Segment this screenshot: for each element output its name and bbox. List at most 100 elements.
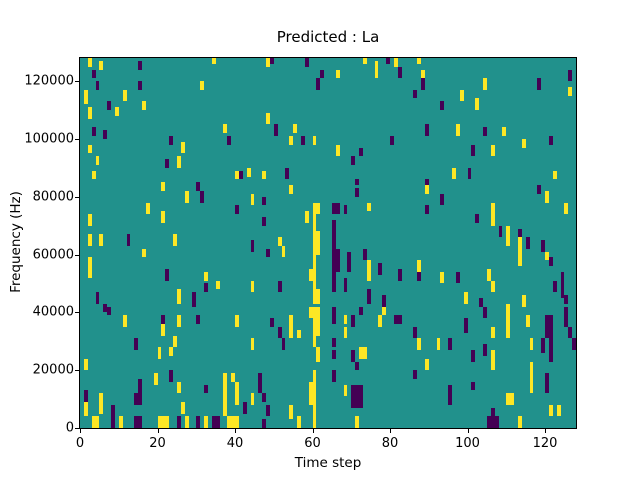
- heatmap-cell: [498, 225, 503, 238]
- x-tick-label: 40: [226, 436, 244, 451]
- heatmap-cell: [281, 338, 286, 350]
- heatmap-cell: [196, 182, 201, 191]
- heatmap-cell: [521, 295, 526, 307]
- heatmap-cell: [297, 416, 301, 428]
- heatmap-cell: [180, 401, 185, 414]
- heatmap-cell: [99, 60, 104, 70]
- heatmap-cell: [393, 58, 398, 67]
- heatmap-cell: [266, 248, 270, 258]
- y-tick-mark: [75, 81, 79, 83]
- heatmap-cell: [390, 136, 394, 145]
- heatmap-cell: [266, 404, 270, 417]
- heatmap-cell: [490, 202, 495, 226]
- heatmap-cell: [424, 358, 429, 371]
- heatmap-cell: [417, 338, 421, 350]
- heatmap-cell: [424, 205, 429, 215]
- heatmap-cell: [95, 81, 100, 90]
- heatmap-cell: [289, 185, 294, 194]
- heatmap-cell: [316, 78, 321, 90]
- heatmap-cell: [564, 306, 569, 319]
- heatmap-cell: [176, 381, 181, 394]
- heatmap-cell: [343, 205, 348, 215]
- heatmap-cell: [545, 373, 549, 394]
- heatmap-cell: [382, 295, 387, 307]
- y-tick-label: 80000: [32, 189, 74, 205]
- heatmap-cell: [258, 381, 263, 394]
- heatmap-cell: [417, 58, 421, 64]
- heatmap-cell: [107, 306, 111, 316]
- heatmap-cell: [173, 234, 177, 246]
- heatmap-cell: [393, 315, 398, 324]
- heatmap-cell: [525, 315, 530, 327]
- heatmap-cell: [184, 190, 189, 203]
- heatmap-cell: [486, 269, 491, 281]
- heatmap-cell: [502, 127, 507, 137]
- heatmap-cell: [556, 404, 561, 417]
- heatmap-cell: [490, 326, 495, 339]
- heatmap-cell: [204, 416, 208, 428]
- heatmap-cell: [490, 358, 495, 371]
- heatmap-cell: [289, 326, 294, 339]
- heatmap-cell: [455, 124, 460, 137]
- heatmap-cell: [343, 384, 348, 397]
- y-tick-label: 0: [65, 420, 74, 436]
- heatmap-cell: [471, 144, 476, 157]
- heatmap-cell: [173, 335, 177, 348]
- heatmap-cell: [362, 248, 367, 261]
- heatmap-cell: [351, 156, 356, 165]
- heatmap-cell: [192, 292, 197, 307]
- heatmap-cell: [285, 167, 290, 180]
- heatmap-cell: [227, 136, 232, 145]
- heatmap-cell: [87, 257, 92, 278]
- heatmap-cell: [196, 315, 201, 324]
- heatmap-cell: [289, 404, 294, 420]
- heatmap-cell: [180, 141, 185, 154]
- heatmap-cell: [545, 251, 549, 261]
- heatmap-cell: [331, 202, 340, 215]
- heatmap-cell: [355, 188, 359, 197]
- heatmap-cell: [235, 381, 239, 405]
- heatmap-cell: [134, 416, 142, 428]
- heatmap-cell: [312, 335, 317, 348]
- heatmap-cell: [289, 315, 294, 327]
- heatmap-cell: [343, 326, 348, 339]
- x-tick-label: 100: [455, 436, 480, 451]
- heatmap-cell: [417, 260, 421, 272]
- heatmap-cell: [366, 260, 371, 272]
- heatmap-cell: [87, 214, 92, 226]
- heatmap-cell: [161, 211, 166, 223]
- heatmap-cell: [262, 393, 266, 402]
- heatmap-cell: [196, 416, 201, 428]
- heatmap-cell: [413, 326, 418, 339]
- heatmap-cell: [184, 416, 189, 428]
- heatmap-cell: [312, 202, 321, 215]
- heatmap-cell: [312, 136, 317, 145]
- heatmap-cell: [103, 303, 108, 313]
- heatmap-cell: [223, 390, 228, 417]
- heatmap-cell: [366, 202, 371, 212]
- heatmap-cell: [176, 315, 181, 327]
- heatmap-cell: [204, 283, 208, 293]
- heatmap-cell: [235, 205, 239, 215]
- heatmap-cell: [529, 338, 534, 350]
- heatmap-cell: [343, 277, 348, 293]
- heatmap-cell: [320, 69, 325, 79]
- heatmap-cell: [471, 381, 476, 391]
- heatmap-cell: [490, 280, 495, 293]
- heatmap-cell: [541, 240, 545, 252]
- heatmap-cell: [312, 370, 317, 382]
- heatmap-cell: [378, 315, 383, 327]
- heatmap-cell: [134, 338, 139, 350]
- heatmap-cell: [525, 237, 530, 249]
- heatmap-cell: [506, 306, 511, 339]
- x-tick-mark: [80, 429, 81, 433]
- heatmap-cell: [448, 384, 452, 405]
- heatmap-cell: [564, 318, 569, 327]
- heatmap-cell: [351, 384, 363, 408]
- heatmap-cell: [483, 127, 487, 137]
- heatmap-cell: [548, 404, 553, 417]
- heatmap-cell: [424, 124, 429, 137]
- heatmap-cell: [87, 144, 92, 154]
- heatmap-cell: [560, 271, 565, 298]
